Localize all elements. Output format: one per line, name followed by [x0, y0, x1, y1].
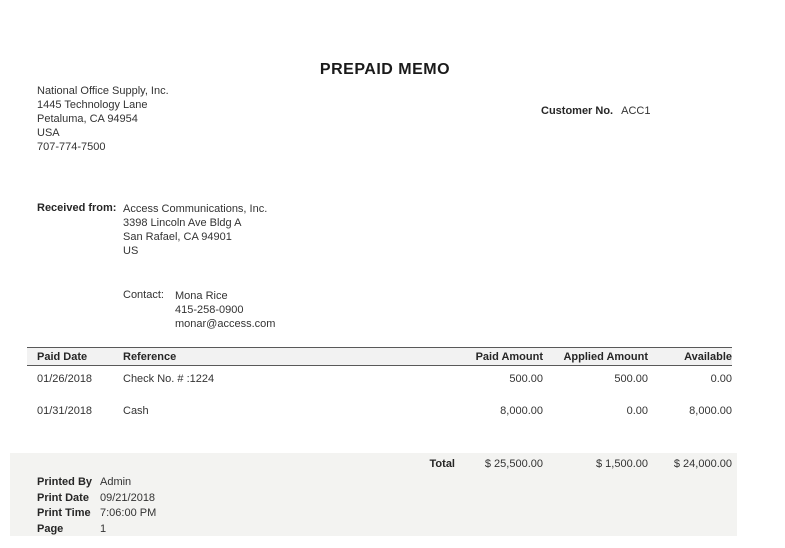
- contact-phone: 415-258-0900: [175, 304, 244, 316]
- cell-paid-date: 01/26/2018: [37, 373, 93, 385]
- received-from-name: Access Communications, Inc.: [123, 203, 268, 215]
- print-time-value: 7:06:00 PM: [100, 507, 157, 520]
- total-available: $ 24,000.00: [673, 458, 732, 470]
- cell-paid-amount: 500.00: [509, 373, 543, 385]
- printed-by-value: Admin: [100, 476, 132, 488]
- page-number-value: 1: [100, 523, 107, 536]
- payments-table: Paid Date Reference Paid Amount Applied …: [27, 347, 732, 419]
- total-row: Total $ 25,500.00 $ 1,500.00 $ 24,000.00: [27, 453, 737, 474]
- print-time-label: Print Time: [37, 507, 91, 520]
- print-date-row: Print Date 09/21/2018: [37, 491, 737, 507]
- cell-available: 8,000.00: [689, 405, 732, 417]
- company-country: USA: [37, 127, 60, 139]
- total-label: Total: [429, 458, 455, 470]
- header-paid-amount: Paid Amount: [475, 350, 543, 363]
- received-from-label: Received from:: [37, 202, 117, 214]
- company-phone: 707-774-7500: [37, 141, 106, 153]
- print-date-label: Print Date: [37, 491, 89, 504]
- customer-number: Customer No. ACC1: [541, 105, 650, 117]
- contact-name: Mona Rice: [175, 290, 228, 302]
- received-from-address: Access Communications, Inc. 3398 Lincoln…: [123, 202, 267, 258]
- company-name: National Office Supply, Inc.: [37, 85, 169, 97]
- header-reference: Reference: [123, 350, 177, 363]
- print-date-value: 09/21/2018: [100, 491, 156, 504]
- received-from-country: US: [123, 245, 139, 257]
- print-info-block: Printed By Admin Print Date 09/21/2018 P…: [37, 475, 737, 538]
- received-from-city: San Rafael, CA 94901: [123, 231, 232, 243]
- total-applied-amount: $ 1,500.00: [596, 458, 648, 470]
- company-address-line1: 1445 Technology Lane: [37, 99, 148, 111]
- cell-applied-amount: 500.00: [614, 373, 648, 385]
- page-title: PREPAID MEMO: [319, 61, 451, 78]
- contact-details: Mona Rice 415-258-0900 monar@access.com: [175, 289, 275, 331]
- page-number-label: Page: [37, 523, 64, 536]
- table-row: 01/26/2018 Check No. # :1224 500.00 500.…: [27, 371, 732, 387]
- cell-applied-amount: 0.00: [626, 405, 648, 417]
- header-available: Available: [684, 350, 732, 363]
- contact-email: monar@access.com: [175, 318, 276, 330]
- cell-available: 0.00: [710, 373, 732, 385]
- total-paid-amount: $ 25,500.00: [484, 458, 543, 470]
- received-from-block: Received from: Access Communications, In…: [37, 202, 267, 258]
- cell-reference: Check No. # :1224: [123, 373, 215, 385]
- printed-by-label: Printed By: [37, 476, 93, 488]
- received-from-street: 3398 Lincoln Ave Bldg A: [123, 217, 242, 229]
- print-time-row: Print Time 7:06:00 PM: [37, 506, 737, 522]
- contact-label: Contact:: [123, 289, 164, 301]
- summary-band: Total $ 25,500.00 $ 1,500.00 $ 24,000.00…: [10, 453, 737, 536]
- payments-table-header: Paid Date Reference Paid Amount Applied …: [27, 347, 732, 366]
- header-applied-amount: Applied Amount: [563, 350, 648, 363]
- cell-paid-date: 01/31/2018: [37, 405, 93, 417]
- printed-by-row: Printed By Admin: [37, 475, 737, 491]
- cell-reference: Cash: [123, 405, 149, 417]
- customer-number-value: ACC1: [621, 105, 651, 117]
- company-address-block: National Office Supply, Inc. 1445 Techno…: [37, 84, 169, 154]
- table-row: 01/31/2018 Cash 8,000.00 0.00 8,000.00: [27, 403, 732, 419]
- header-paid-date: Paid Date: [37, 350, 88, 363]
- cell-paid-amount: 8,000.00: [500, 405, 543, 417]
- company-address-line2: Petaluma, CA 94954: [37, 113, 138, 125]
- page-number-row: Page 1: [37, 522, 737, 538]
- contact-block: Contact: Mona Rice 415-258-0900 monar@ac…: [123, 289, 275, 331]
- customer-number-label: Customer No.: [541, 105, 614, 117]
